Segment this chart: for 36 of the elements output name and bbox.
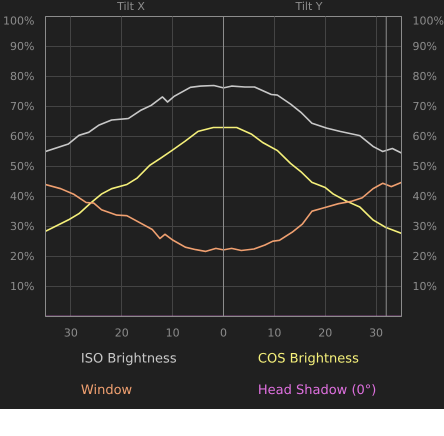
y-tick-label: 20% — [10, 250, 35, 263]
y-tick-label: 90% — [10, 40, 35, 53]
y2-tick-label: 50% — [412, 160, 437, 173]
text: Tilt X — [117, 0, 145, 14]
y2-tick-label: 100% — [412, 14, 444, 28]
y2-tick-label: 70% — [412, 100, 437, 113]
text: Tilt Y — [295, 0, 323, 14]
text: Window — [80, 383, 133, 398]
x-tick-label: 30 — [64, 326, 78, 340]
y2-tick-label: 40% — [412, 190, 437, 203]
y2-tick-label: 30% — [412, 220, 437, 233]
y2-tick-label: 90% — [412, 40, 437, 53]
x-tick-label: 0 — [220, 326, 227, 340]
y-tick-label: 70% — [10, 100, 35, 113]
y-tick-label: 50% — [10, 160, 35, 173]
x-tick-label: 20 — [114, 326, 129, 340]
text: ISO Brightness — [80, 352, 177, 367]
x-tick-label: 10 — [166, 326, 180, 340]
y-tick-label: 60% — [10, 130, 35, 143]
y-tick-label: 100% — [3, 14, 35, 28]
y-tick-label: 10% — [10, 280, 35, 293]
x-tick-label: 10 — [267, 326, 282, 340]
y2-tick-label: 60% — [412, 130, 437, 143]
y-tick-label: 30% — [10, 220, 35, 233]
text: COS Brightness — [258, 352, 360, 367]
line-series — [46, 84, 402, 154]
x-tick-label: 30 — [369, 326, 384, 340]
line-series — [46, 126, 402, 234]
y2-tick-label: 20% — [412, 250, 437, 263]
y2-tick-label: 10% — [412, 280, 437, 293]
text: Head Shadow (0°) — [258, 383, 376, 398]
y-tick-label: 40% — [10, 190, 35, 203]
x-tick-label: 20 — [318, 326, 332, 340]
y-tick-label: 80% — [10, 70, 35, 83]
y2-tick-label: 80% — [412, 70, 437, 83]
line-series — [46, 182, 402, 252]
